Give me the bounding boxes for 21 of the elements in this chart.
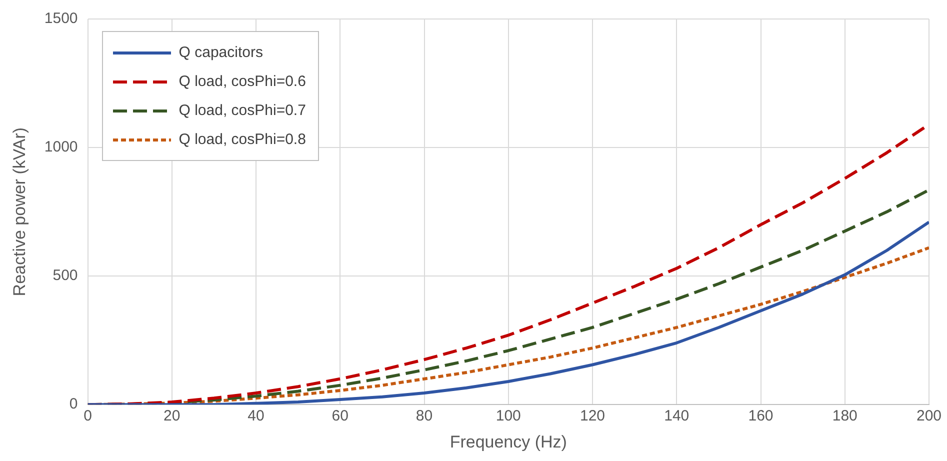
x-tick-label: 160: [748, 408, 774, 425]
x-axis-title: Frequency (Hz): [450, 432, 567, 452]
legend-label: Q load, cosPhi=0.7: [178, 102, 306, 119]
x-tick-label: 80: [416, 408, 433, 425]
y-tick-label: 0: [69, 396, 78, 413]
x-tick-label: 120: [580, 408, 606, 425]
x-tick-label: 200: [916, 408, 942, 425]
y-tick-label: 500: [52, 267, 78, 284]
x-tick-label: 140: [664, 408, 690, 425]
legend-label: Q capacitors: [178, 44, 263, 61]
x-tick-label: 100: [496, 408, 521, 425]
x-tick-label: 40: [248, 408, 264, 425]
x-tick-label: 20: [164, 408, 180, 425]
x-tick-label: 0: [84, 408, 92, 425]
y-tick-label: 1500: [44, 10, 78, 28]
x-tick-label: 180: [832, 408, 858, 425]
x-tick-label: 60: [332, 408, 348, 425]
y-tick-label: 1000: [44, 138, 78, 156]
legend-label: Q load, cosPhi=0.8: [178, 131, 306, 148]
y-axis-title: Reactive power (kVAr): [10, 127, 29, 296]
legend-label: Q load, cosPhi=0.6: [178, 73, 306, 90]
